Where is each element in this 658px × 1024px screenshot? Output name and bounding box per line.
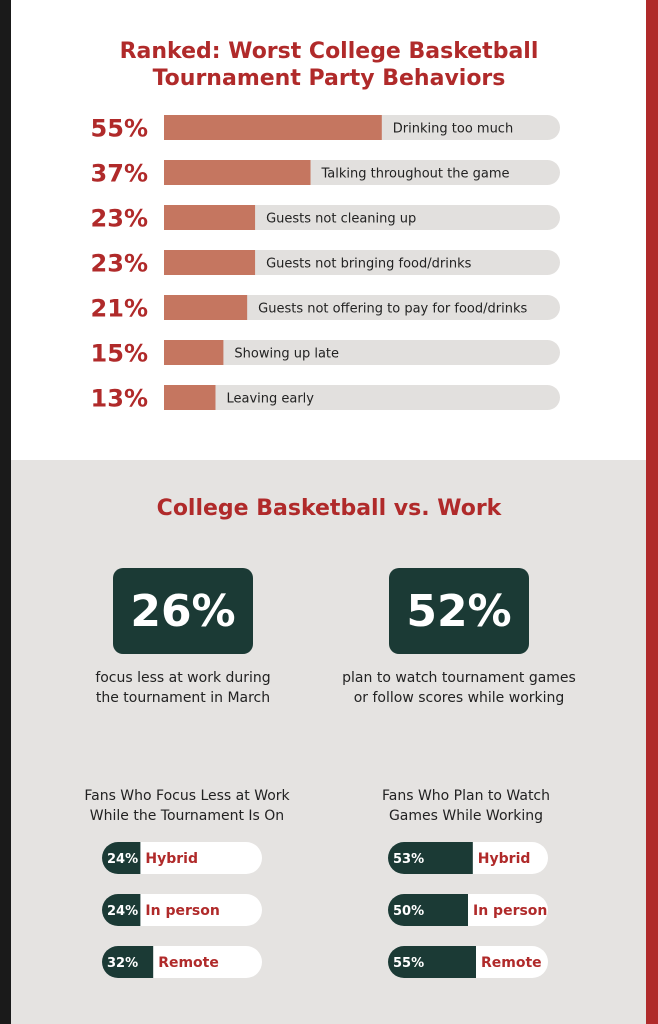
bar-track bbox=[164, 295, 560, 320]
bar bbox=[164, 115, 382, 140]
bar-value-label: 15% bbox=[91, 340, 148, 368]
stat-watch-games-description: plan to watch tournament games or follow… bbox=[329, 668, 589, 708]
stat-watch-games-box: 52% bbox=[389, 568, 529, 654]
sub2-line1: Fans Who Plan to Watch bbox=[381, 788, 551, 804]
stat1-line2: the tournament in March bbox=[95, 690, 271, 706]
bar-value-label: 23% bbox=[91, 205, 148, 233]
pill-category-label: In person bbox=[145, 903, 219, 919]
bar-category-label: Showing up late bbox=[234, 347, 339, 362]
pill-value-label: 32% bbox=[107, 956, 138, 971]
bar-value-label: 23% bbox=[91, 250, 148, 278]
pill-bar bbox=[102, 842, 141, 874]
focus-less-pill-chart: 24% Hybrid 24% In person 32% Remote bbox=[102, 842, 262, 978]
pill-category-label: Remote bbox=[481, 955, 542, 971]
pill-value-label: 53% bbox=[393, 852, 424, 867]
stat-focus-less-box: 26% bbox=[113, 568, 253, 654]
ranked-bar-chart: 55% Drinking too much 37% Talking throughou… bbox=[91, 115, 560, 413]
bar bbox=[164, 340, 224, 365]
pill-category-label: In person bbox=[473, 903, 547, 919]
pill-category-label: Remote bbox=[158, 955, 219, 971]
bar bbox=[164, 205, 256, 230]
pill-bar bbox=[102, 894, 141, 926]
bar bbox=[164, 295, 248, 320]
ranked-title-line1: Ranked: Worst College Basketball bbox=[119, 39, 539, 64]
pill-value-label: 24% bbox=[107, 904, 138, 919]
bar-category-label: Drinking too much bbox=[393, 122, 513, 137]
bar-track bbox=[164, 385, 560, 410]
right-edge-strip bbox=[646, 0, 658, 1024]
bar-category-label: Guests not bringing food/drinks bbox=[266, 257, 472, 272]
watch-games-chart-title: Fans Who Plan to Watch Games While Worki… bbox=[336, 786, 596, 826]
pill-category-label: Hybrid bbox=[478, 851, 531, 867]
bar bbox=[164, 160, 311, 185]
ranked-title-line2: Tournament Party Behaviors bbox=[152, 66, 506, 91]
versus-title: College Basketball vs. Work bbox=[156, 496, 502, 521]
pill-bar bbox=[388, 894, 468, 926]
bar-track bbox=[164, 340, 560, 365]
pill-value-label: 50% bbox=[393, 904, 424, 919]
bar-category-label: Talking throughout the game bbox=[321, 167, 510, 182]
bar-value-label: 13% bbox=[91, 385, 148, 413]
stat2-line1: plan to watch tournament games bbox=[342, 670, 576, 686]
versus-panel bbox=[11, 460, 646, 1024]
watch-games-pill-chart: 53% Hybrid 50% In person 55% Remote bbox=[388, 842, 548, 978]
left-edge-strip bbox=[0, 0, 11, 1024]
bar bbox=[164, 385, 216, 410]
sub2-line2: Games While Working bbox=[388, 808, 544, 824]
bar-category-label: Leaving early bbox=[226, 392, 314, 407]
bar-value-label: 21% bbox=[91, 295, 148, 323]
pill-track bbox=[102, 894, 262, 926]
pill-track bbox=[102, 842, 262, 874]
bar-category-label: Guests not offering to pay for food/drin… bbox=[258, 302, 527, 317]
bar-track bbox=[164, 250, 560, 275]
pill-bar bbox=[388, 842, 473, 874]
bar-track bbox=[164, 205, 560, 230]
stat1-line1: focus less at work during bbox=[95, 670, 271, 686]
focus-less-chart-title: Fans Who Focus Less at Work While the To… bbox=[57, 786, 317, 826]
pill-value-label: 55% bbox=[393, 956, 424, 971]
sub1-line1: Fans Who Focus Less at Work bbox=[84, 788, 290, 804]
pill-bar bbox=[102, 946, 154, 978]
bar-category-label: Guests not cleaning up bbox=[266, 212, 416, 227]
stat-focus-less-description: focus less at work during the tournament… bbox=[53, 668, 313, 708]
sub1-line2: While the Tournament Is On bbox=[89, 808, 285, 824]
pill-bar bbox=[388, 946, 476, 978]
bar-value-label: 37% bbox=[91, 160, 148, 188]
bar bbox=[164, 250, 256, 275]
pill-value-label: 24% bbox=[107, 852, 138, 867]
stat2-line2: or follow scores while working bbox=[353, 690, 565, 706]
ranked-title: Ranked: Worst College Basketball Tournam… bbox=[0, 38, 658, 92]
bar-value-label: 55% bbox=[91, 115, 148, 143]
pill-category-label: Hybrid bbox=[145, 851, 198, 867]
